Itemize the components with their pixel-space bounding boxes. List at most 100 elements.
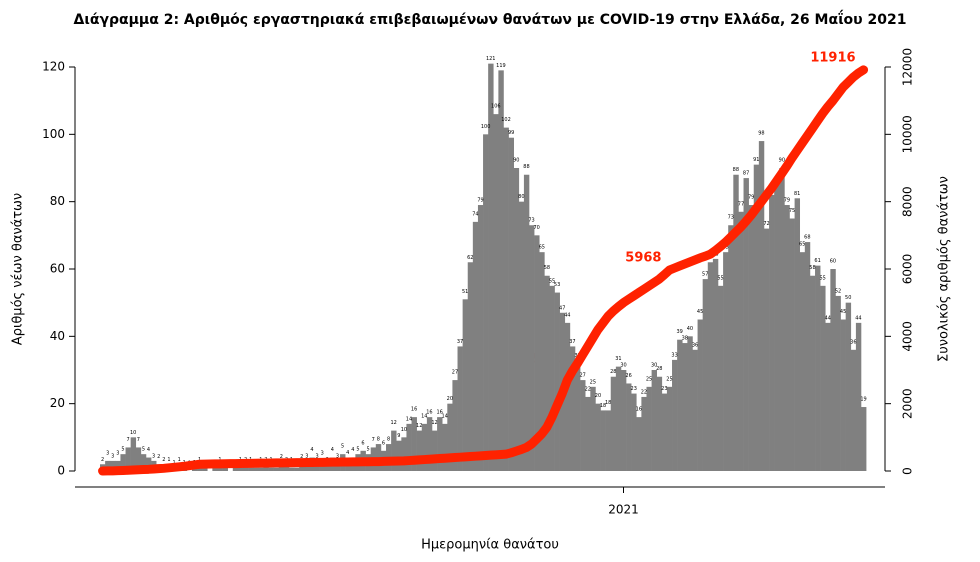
bar <box>273 467 280 471</box>
bar <box>641 396 647 471</box>
bar <box>723 252 729 471</box>
bar <box>743 178 749 471</box>
chart-title: Διάγραμμα 2: Αριθμός εργαστηριακά επιβεβ… <box>74 10 907 28</box>
bar-value-label: 3 <box>321 450 324 456</box>
bar <box>421 423 428 471</box>
bar <box>600 410 606 471</box>
bar-value-label: 61 <box>814 258 820 264</box>
bar-value-label: 12 <box>416 423 422 429</box>
bar-value-label: 5 <box>367 447 370 453</box>
bar <box>472 221 479 471</box>
bar-value-label: 74 <box>472 211 478 217</box>
bar <box>763 228 770 471</box>
bar-value-label: 100 <box>481 124 491 130</box>
bar-value-label: 90 <box>513 158 519 164</box>
bar <box>115 460 121 471</box>
bar-value-label: 22 <box>585 386 591 392</box>
bar-value-label: 6 <box>361 440 364 446</box>
bar <box>799 252 806 471</box>
bar-value-label: 25 <box>590 379 596 385</box>
bar <box>585 396 591 471</box>
bar <box>784 205 790 472</box>
bar-value-label: 87 <box>743 171 749 177</box>
bar-value-label: 18 <box>600 403 606 409</box>
bar-value-label: 22 <box>641 389 647 395</box>
bar <box>391 430 397 471</box>
bar-value-label: 25 <box>666 376 672 382</box>
bar-value-label: 23 <box>631 386 637 392</box>
cumulative-line <box>98 65 869 476</box>
bar <box>692 349 698 471</box>
bar <box>666 386 673 471</box>
bar <box>697 319 703 471</box>
bar <box>574 363 581 471</box>
bar-value-label: 5 <box>142 447 145 453</box>
bar-value-label: 19 <box>860 397 866 403</box>
bar <box>125 447 131 471</box>
bar-value-label: 27 <box>452 370 458 376</box>
bar <box>529 225 535 471</box>
bar <box>728 225 734 471</box>
y2-tick-label: 6000 <box>901 254 915 285</box>
bar <box>554 292 560 471</box>
bar-value-label: 12 <box>390 420 396 426</box>
bar <box>416 430 423 471</box>
bar <box>401 437 407 471</box>
bar <box>523 174 530 471</box>
y-tick-label: 100 <box>42 127 65 141</box>
bar-value-label: 5 <box>356 447 359 453</box>
y2-tick-label: 12000 <box>901 48 915 86</box>
bar-value-label: 98 <box>758 131 764 137</box>
bar-value-label: 14 <box>406 416 412 422</box>
bar-value-label: 26 <box>625 373 631 379</box>
bar-value-label: 70 <box>533 225 539 231</box>
bar <box>748 205 755 472</box>
y2-axis-label: Συνολικός αριθμός θανάτων <box>937 176 952 362</box>
bar <box>396 440 402 471</box>
bar <box>278 464 285 471</box>
bar <box>483 134 489 472</box>
bar <box>861 407 867 471</box>
bar-value-label: 2 <box>157 454 160 460</box>
bar-value-label: 30 <box>651 363 657 369</box>
bar-value-label: 73 <box>528 218 534 224</box>
bar-value-label: 9 <box>397 433 400 439</box>
bar <box>324 464 331 471</box>
bar-value-label: 77 <box>738 201 744 207</box>
bar <box>804 242 811 471</box>
bar-value-label: 28 <box>610 369 616 375</box>
bar-value-label: 65 <box>799 242 805 248</box>
bar <box>477 205 484 472</box>
bar-value-label: 30 <box>620 363 626 369</box>
bar <box>263 464 269 471</box>
bar-value-label: 88 <box>733 167 739 173</box>
bar-value-label: 3 <box>116 450 119 456</box>
bar <box>580 380 586 471</box>
bar <box>595 403 601 471</box>
bar-value-label: 1 <box>178 457 181 463</box>
bar-value-label: 60 <box>830 259 836 265</box>
bar-value-label: 44 <box>564 312 570 318</box>
bar <box>564 322 571 471</box>
bar <box>840 319 846 471</box>
bar <box>651 370 658 471</box>
bar-value-label: 68 <box>804 235 810 241</box>
bar-value-label: 57 <box>702 272 708 278</box>
bar <box>202 467 208 471</box>
bar <box>294 467 300 471</box>
y-tick-label: 20 <box>50 396 65 410</box>
bar-value-label: 58 <box>544 265 550 271</box>
bar-value-label: 33 <box>671 352 677 358</box>
bar-value-label: 3 <box>305 453 308 459</box>
bar-value-label: 3 <box>336 453 339 459</box>
bar-value-label: 2 <box>300 454 303 460</box>
bar <box>431 430 438 471</box>
bar <box>135 447 142 471</box>
bar-value-label: 38 <box>682 336 688 342</box>
bar-value-label: 90 <box>779 158 785 164</box>
bar-value-label: 51 <box>462 289 468 295</box>
bar <box>411 417 417 471</box>
bar <box>779 168 785 471</box>
bar <box>197 467 203 471</box>
bar-value-label: 75 <box>789 208 795 214</box>
